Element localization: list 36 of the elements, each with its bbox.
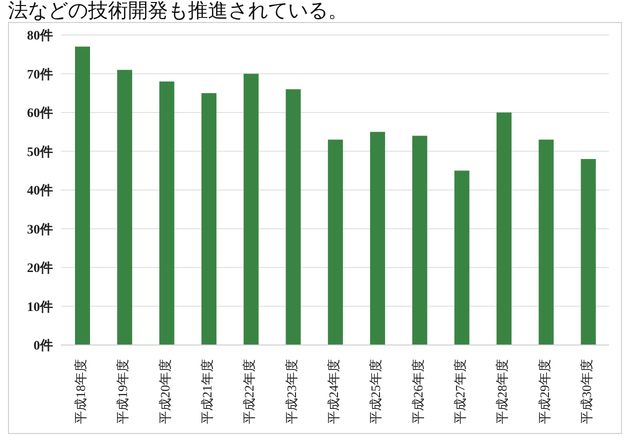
bar: [286, 89, 301, 345]
bar: [201, 93, 216, 345]
bar: [117, 70, 132, 345]
bar: [538, 140, 554, 345]
x-tick-label: 平成18年度: [73, 359, 88, 424]
x-tick-label: 平成29年度: [536, 359, 552, 424]
y-tick-label: 30件: [27, 221, 53, 236]
y-tick-label: 60件: [27, 105, 53, 120]
bar: [496, 112, 512, 345]
x-tick-label: 平成28年度: [494, 359, 510, 424]
y-tick-label: 80件: [27, 28, 53, 43]
bar: [244, 74, 259, 345]
y-tick-label: 50件: [27, 144, 53, 159]
x-tick-label: 平成27年度: [452, 359, 468, 424]
x-tick-label: 平成26年度: [410, 359, 426, 424]
bar: [370, 132, 386, 345]
y-tick-label: 70件: [27, 66, 53, 82]
x-tick-label: 平成30年度: [578, 359, 594, 424]
x-tick-label: 平成25年度: [368, 359, 384, 424]
y-tick-label: 20件: [27, 260, 53, 276]
y-tick-label: 0件: [34, 338, 53, 353]
y-tick-label: 40件: [27, 182, 53, 198]
bar: [580, 159, 596, 345]
x-tick-label: 平成22年度: [242, 359, 257, 424]
x-tick-label: 平成21年度: [200, 359, 215, 424]
bar: [159, 82, 174, 345]
x-tick-label: 平成23年度: [284, 359, 299, 424]
x-tick-label: 平成24年度: [326, 359, 341, 424]
y-tick-label: 10件: [27, 298, 53, 314]
bar: [412, 136, 428, 345]
bar: [454, 170, 470, 345]
bar: [328, 140, 343, 345]
x-tick-label: 平成20年度: [157, 359, 172, 424]
text: 法などの技術開発も推進されている。: [8, 0, 349, 22]
x-tick-label: 平成19年度: [115, 359, 130, 424]
bar: [75, 46, 90, 345]
